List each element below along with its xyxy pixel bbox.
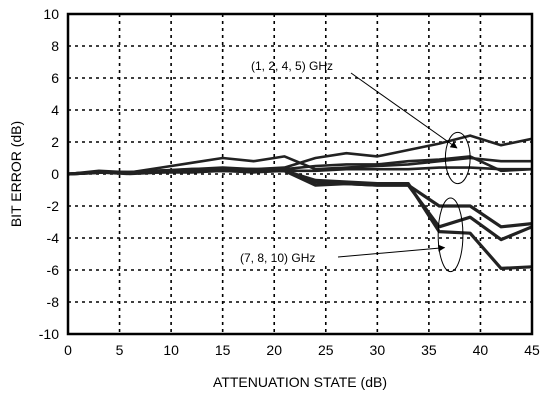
annotation-label: (1, 2, 4, 5) GHz [251, 59, 333, 73]
y-tick-label: -6 [47, 262, 60, 278]
plot-frame [66, 12, 534, 336]
y-tick-label: 2 [51, 134, 59, 150]
y-tick-label: 0 [51, 166, 59, 182]
annotations: (1, 2, 4, 5) GHz (7, 8, 10) GHz [238, 59, 471, 273]
y-tick-label: 6 [51, 70, 59, 86]
x-tick-label: 35 [421, 342, 437, 358]
x-tick-label: 45 [524, 342, 540, 358]
y-tick-label: -10 [39, 326, 59, 342]
y-axis-label: BIT ERROR (dB) [8, 121, 24, 227]
y-tick-label: 8 [51, 38, 59, 54]
y-tick-label: 4 [51, 102, 59, 118]
annotation-label: (7, 8, 10) GHz [240, 251, 315, 265]
y-tick-label: 10 [43, 6, 59, 22]
annotation-arrow [350, 72, 458, 149]
series-line-high [68, 169, 532, 270]
x-tick-label: 10 [163, 342, 179, 358]
x-tick-label: 25 [318, 342, 334, 358]
y-tick-label: -8 [47, 294, 60, 310]
x-tick-label: 20 [266, 342, 282, 358]
series-layer [68, 134, 532, 270]
x-tick-label: 30 [370, 342, 386, 358]
annotation-arrow [337, 244, 446, 258]
y-tick-label: -2 [47, 198, 60, 214]
annotation-label-bg [238, 250, 336, 266]
x-tick-label: 0 [64, 342, 72, 358]
annotation-ellipse [437, 197, 464, 273]
x-axis-label: ATTENUATION STATE (dB) [213, 374, 387, 390]
x-tick-label: 15 [215, 342, 231, 358]
x-tick-label: 40 [473, 342, 489, 358]
x-tick-label: 5 [116, 342, 124, 358]
y-tick-label: -4 [47, 230, 60, 246]
tick-labels: 0 5 10 15 20 25 30 35 40 45 -10 -8 -6 -4 -2 0 2 4 6 8 10 [39, 6, 540, 358]
annotation-ellipse [444, 131, 471, 185]
